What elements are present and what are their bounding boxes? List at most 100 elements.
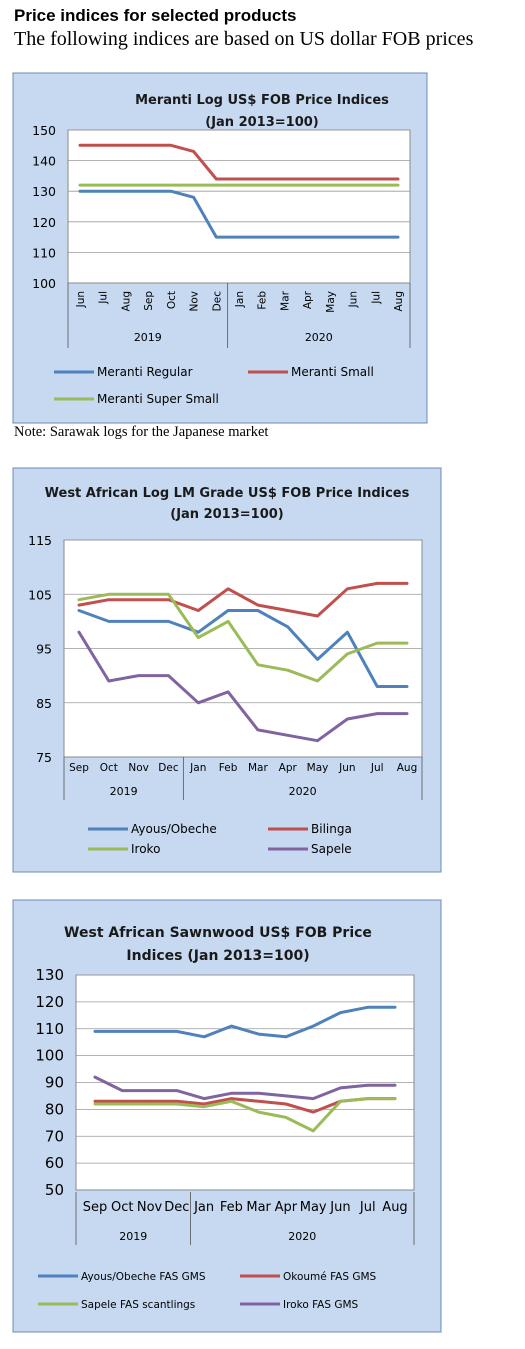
legend-label: Sapele: [311, 842, 352, 856]
series-line: [77, 592, 409, 683]
data-point: [215, 183, 218, 187]
data-point: [167, 674, 170, 677]
data-point: [316, 739, 319, 742]
data-point: [260, 183, 263, 187]
x-tick-label: Aug: [120, 291, 132, 312]
data-point: [284, 1035, 288, 1039]
data-point: [77, 609, 81, 612]
data-point: [257, 1092, 260, 1095]
data-point: [107, 593, 111, 596]
x-tick-label: Jun: [75, 291, 87, 308]
data-point: [283, 183, 286, 187]
data-point: [226, 620, 230, 623]
series-line: [77, 630, 409, 743]
data-point: [375, 582, 379, 585]
data-point: [197, 631, 200, 634]
data-point: [197, 701, 200, 704]
data-point: [202, 1097, 206, 1100]
data-point: [339, 1086, 342, 1090]
y-tick-label: 120: [35, 993, 64, 1011]
data-point: [346, 631, 349, 634]
data-point: [257, 1100, 260, 1103]
x-tick-label: May: [325, 291, 337, 313]
data-point: [316, 658, 319, 661]
chart-note: Note: Sarawak logs for the Japanese mark…: [14, 424, 269, 440]
data-point: [305, 177, 309, 181]
data-point: [375, 712, 379, 715]
data-point: [175, 1089, 179, 1092]
x-tick-label: Jan: [234, 291, 246, 308]
data-point: [101, 144, 104, 147]
y-tick-label: 100: [32, 276, 56, 291]
data-point: [137, 593, 140, 596]
x-tick-label: Apr: [275, 1200, 298, 1215]
data-point: [346, 587, 349, 591]
data-point: [284, 1116, 288, 1119]
data-point: [346, 717, 349, 721]
x-tick-label: Sep: [69, 762, 89, 774]
data-point: [215, 235, 218, 239]
data-point: [366, 1006, 369, 1009]
x-tick-label: May: [307, 762, 329, 774]
data-point: [256, 609, 260, 612]
x-tick-label: Sep: [83, 1200, 108, 1215]
data-point: [169, 183, 173, 187]
data-point: [192, 196, 195, 199]
y-tick-label: 90: [45, 1074, 64, 1092]
x-tick-label: Aug: [382, 1200, 407, 1215]
x-tick-label: Nov: [128, 762, 149, 774]
data-point: [230, 1024, 233, 1028]
west-african-sawnwood-chart: West African Sawnwood US$ FOB Price Indic…: [12, 899, 442, 1333]
chart-title-line: (Jan 2013=100): [205, 115, 318, 130]
data-point: [202, 1105, 206, 1108]
data-point: [124, 183, 127, 187]
x-tick-label: Jul: [359, 1200, 376, 1215]
y-tick-label: 100: [35, 1047, 64, 1065]
data-point: [167, 620, 170, 623]
data-point: [202, 1102, 206, 1106]
data-point: [93, 1102, 97, 1106]
data-point: [311, 1110, 315, 1114]
data-point: [121, 1030, 124, 1033]
data-point: [148, 1089, 151, 1092]
x-tick-label: Apr: [302, 290, 314, 309]
page-title: Price indices for selected products: [14, 6, 297, 25]
data-point: [396, 235, 400, 239]
data-point: [197, 636, 200, 639]
data-point: [257, 1032, 260, 1036]
data-point: [286, 609, 289, 612]
legend-label: Sapele FAS scantlings: [81, 1299, 195, 1311]
data-point: [260, 235, 263, 239]
x-tick-label: Jan: [193, 1200, 214, 1215]
year-label: 2019: [119, 1230, 147, 1243]
chart-title-line: Meranti Log US$ FOB Price Indices: [135, 93, 389, 108]
y-tick-label: 70: [45, 1127, 64, 1145]
plot-area: [67, 129, 411, 284]
x-tick-label: Jul: [98, 291, 110, 305]
data-point: [284, 1094, 288, 1098]
y-tick-label: 140: [32, 154, 56, 169]
x-tick-label: Mar: [279, 290, 291, 310]
data-point: [284, 1102, 288, 1106]
legend-label: Meranti Regular: [97, 365, 193, 379]
data-point: [101, 183, 104, 187]
data-point: [346, 652, 349, 656]
year-label: 2019: [110, 785, 138, 798]
x-tick-label: Feb: [219, 762, 238, 774]
legend-label: Meranti Small: [291, 365, 374, 379]
data-point: [121, 1102, 124, 1106]
data-point: [77, 598, 81, 601]
data-point: [316, 614, 319, 618]
data-point: [226, 609, 230, 612]
page-subtitle: The following indices are based on US do…: [14, 28, 474, 50]
data-point: [167, 593, 170, 596]
data-point: [305, 183, 309, 187]
data-point: [93, 1100, 97, 1103]
data-point: [375, 641, 379, 645]
x-tick-label: Jun: [348, 291, 360, 308]
y-tick-label: 80: [45, 1100, 64, 1118]
data-point: [93, 1075, 97, 1079]
data-point: [78, 190, 82, 193]
data-point: [237, 235, 241, 239]
data-point: [148, 1102, 151, 1106]
